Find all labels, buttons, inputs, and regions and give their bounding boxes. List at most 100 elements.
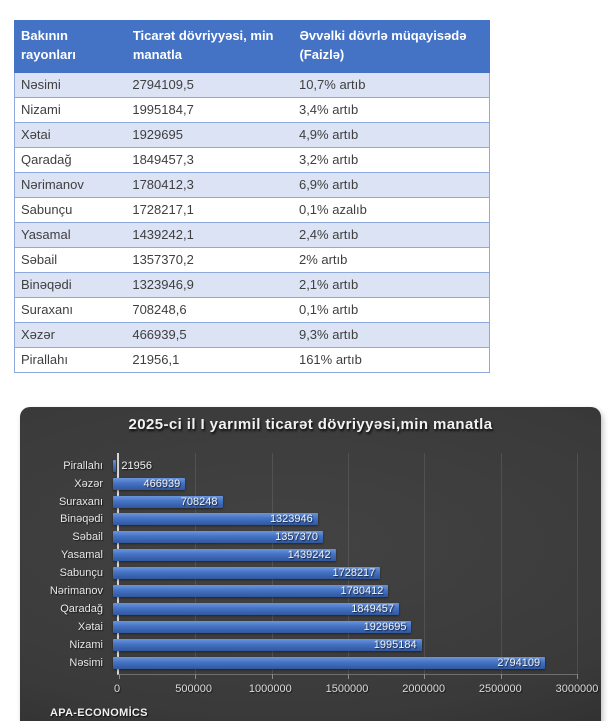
- bar-row: Xəzər 466939: [40, 476, 577, 492]
- bar-value-label: 466939: [143, 477, 181, 490]
- chart-plot-area: Pirallahı 21956 Xəzər 466939 Suraxanı 708248 B…: [40, 452, 598, 695]
- bar-track: 466939: [113, 477, 577, 490]
- bar: 1849457: [113, 602, 400, 615]
- trade-turnover-bar-chart: 2025-ci il I yarımil ticarət dövriyyəsi,…: [20, 406, 601, 721]
- axis-tick: [195, 673, 197, 679]
- gridline: [271, 452, 273, 674]
- bar-value-label: 1780412: [340, 585, 384, 598]
- x-tick-label: 1500000: [325, 682, 369, 695]
- cell-turnover: 1780412,3: [126, 171, 293, 198]
- bar-track: 21956: [113, 459, 577, 472]
- gridline: [500, 452, 502, 674]
- cell-district: Səbail: [14, 246, 127, 273]
- x-tick-label: 2000000: [402, 682, 446, 695]
- chart-title: 2025-ci il I yarımil ticarət dövriyyəsi,…: [128, 415, 493, 433]
- bar-track: 1439242: [113, 549, 577, 562]
- bar: 1728217: [113, 567, 381, 580]
- bar: 1780412: [113, 585, 389, 598]
- cell-turnover: 708248,6: [126, 296, 293, 323]
- chart-bars: Pirallahı 21956 Xəzər 466939 Suraxanı 708248 B…: [40, 453, 577, 675]
- axis-tick: [424, 673, 426, 679]
- bar: 466939: [113, 477, 186, 490]
- x-tick-label: 0: [113, 682, 121, 695]
- gridline: [424, 452, 426, 674]
- bar-value-label: 1929695: [363, 620, 407, 633]
- bar-track: 1323946: [113, 513, 577, 526]
- bar-row: Səbail 1357370: [40, 529, 577, 545]
- cell-district: Nərimanov: [14, 171, 127, 198]
- category-label: Pirallahı: [63, 459, 103, 472]
- bar-track: 1780412: [113, 585, 577, 598]
- cell-district: Nizami: [14, 96, 127, 123]
- table-row: Qaradağ 1849457,3 3,2% artıb: [14, 146, 490, 173]
- bar: 1995184: [113, 638, 422, 651]
- cell-turnover: 1849457,3: [126, 146, 293, 173]
- table-row: Xəzər 466939,5 9,3% artıb: [14, 321, 490, 348]
- axis-tick: [271, 673, 273, 679]
- bar-value-label: 1323946: [269, 513, 313, 526]
- cell-change: 9,3% artıb: [292, 321, 490, 348]
- cell-district: Pirallahı: [14, 346, 127, 373]
- bar-row: Nəsimi 2794109: [40, 655, 577, 671]
- chart-x-axis: 0 500000 1000000 1500000 2000000 2500000 30000…: [113, 682, 598, 699]
- bar: 708248: [113, 495, 223, 508]
- cell-change: 4,9% artıb: [292, 121, 490, 148]
- x-tick-label: 2500000: [478, 682, 522, 695]
- header-change: Əvvəlki dövrlə müqayisədə (Faizlə): [292, 20, 490, 73]
- category-label: Qaradağ: [60, 602, 103, 615]
- bar: 1929695: [113, 620, 412, 633]
- chart-gridlines: [117, 452, 578, 679]
- cell-turnover: 2794109,5: [126, 71, 293, 98]
- bar-track: 1995184: [113, 638, 577, 651]
- table-row: Yasamal 1439242,1 2,4% artıb: [14, 221, 490, 248]
- bar-row: Suraxanı 708248: [40, 494, 577, 510]
- cell-change: 2,1% artıb: [292, 271, 490, 298]
- gridline: [348, 452, 349, 674]
- bar-value-label: 1357370: [275, 531, 318, 544]
- table-row: Nərimanov 1780412,3 6,9% artıb: [14, 171, 490, 198]
- category-label: Nərimanov: [49, 585, 103, 598]
- bar: 1357370: [113, 531, 323, 544]
- bar-row: Nizami 1995184: [40, 637, 577, 653]
- cell-turnover: 1929695: [126, 121, 293, 148]
- cell-district: Qaradağ: [14, 146, 127, 173]
- table-row: Nəsimi 2794109,5 10,7% artıb: [14, 71, 490, 98]
- axis-tick: [119, 673, 120, 679]
- category-label: Yasamal: [61, 549, 103, 562]
- bar: 1439242: [113, 549, 336, 562]
- header-turnover: Ticarət dövriyyəsi, min manatla: [125, 20, 294, 73]
- cell-change: 161% artıb: [292, 346, 490, 373]
- bar: 21956: [113, 459, 152, 472]
- cell-change: 0,1% artıb: [292, 296, 490, 323]
- table-row: Suraxanı 708248,6 0,1% artıb: [14, 296, 490, 323]
- bar-row: Yasamal 1439242: [40, 547, 577, 563]
- cell-district: Xətai: [14, 121, 127, 148]
- cell-change: 0,1% azalıb: [292, 196, 490, 223]
- cell-change: 3,2% artıb: [292, 146, 490, 173]
- table-row: Sabunçu 1728217,1 0,1% azalıb: [14, 196, 490, 223]
- bar-row: Sabunçu 1728217: [40, 565, 577, 581]
- category-label: Nizami: [69, 638, 103, 651]
- district-trade-table: Bakının rayonları Ticarət dövriyyəsi, mi…: [14, 20, 490, 373]
- cell-turnover: 1728217,1: [126, 196, 293, 223]
- bar-row: Nərimanov 1780412: [40, 583, 577, 599]
- axis-tick: [348, 673, 349, 679]
- bar: 2794109: [113, 656, 546, 669]
- bar-row: Qaradağ 1849457: [40, 601, 577, 617]
- bar-value-label: 1995184: [373, 638, 417, 651]
- table-row: Nizami 1995184,7 3,4% artıb: [14, 96, 490, 123]
- x-tick-label: 1000000: [248, 682, 292, 695]
- bar-value-label: 1728217: [332, 567, 376, 580]
- bar-value-label: 21956: [121, 459, 152, 472]
- gridline: [577, 452, 578, 674]
- x-tick-label: 500000: [175, 682, 213, 695]
- axis-tick: [577, 673, 578, 679]
- table-row: Xətai 1929695 4,9% artıb: [14, 121, 490, 148]
- cell-district: Yasamal: [14, 221, 127, 248]
- bar-row: Binəqədi 1323946: [40, 511, 577, 527]
- cell-district: Nəsimi: [14, 71, 127, 98]
- header-district: Bakının rayonları: [14, 20, 127, 73]
- bar-value-label: 2794109: [497, 656, 541, 669]
- table-header-row: Bakının rayonları Ticarət dövriyyəsi, mi…: [14, 20, 490, 73]
- bar-track: 1929695: [113, 620, 577, 633]
